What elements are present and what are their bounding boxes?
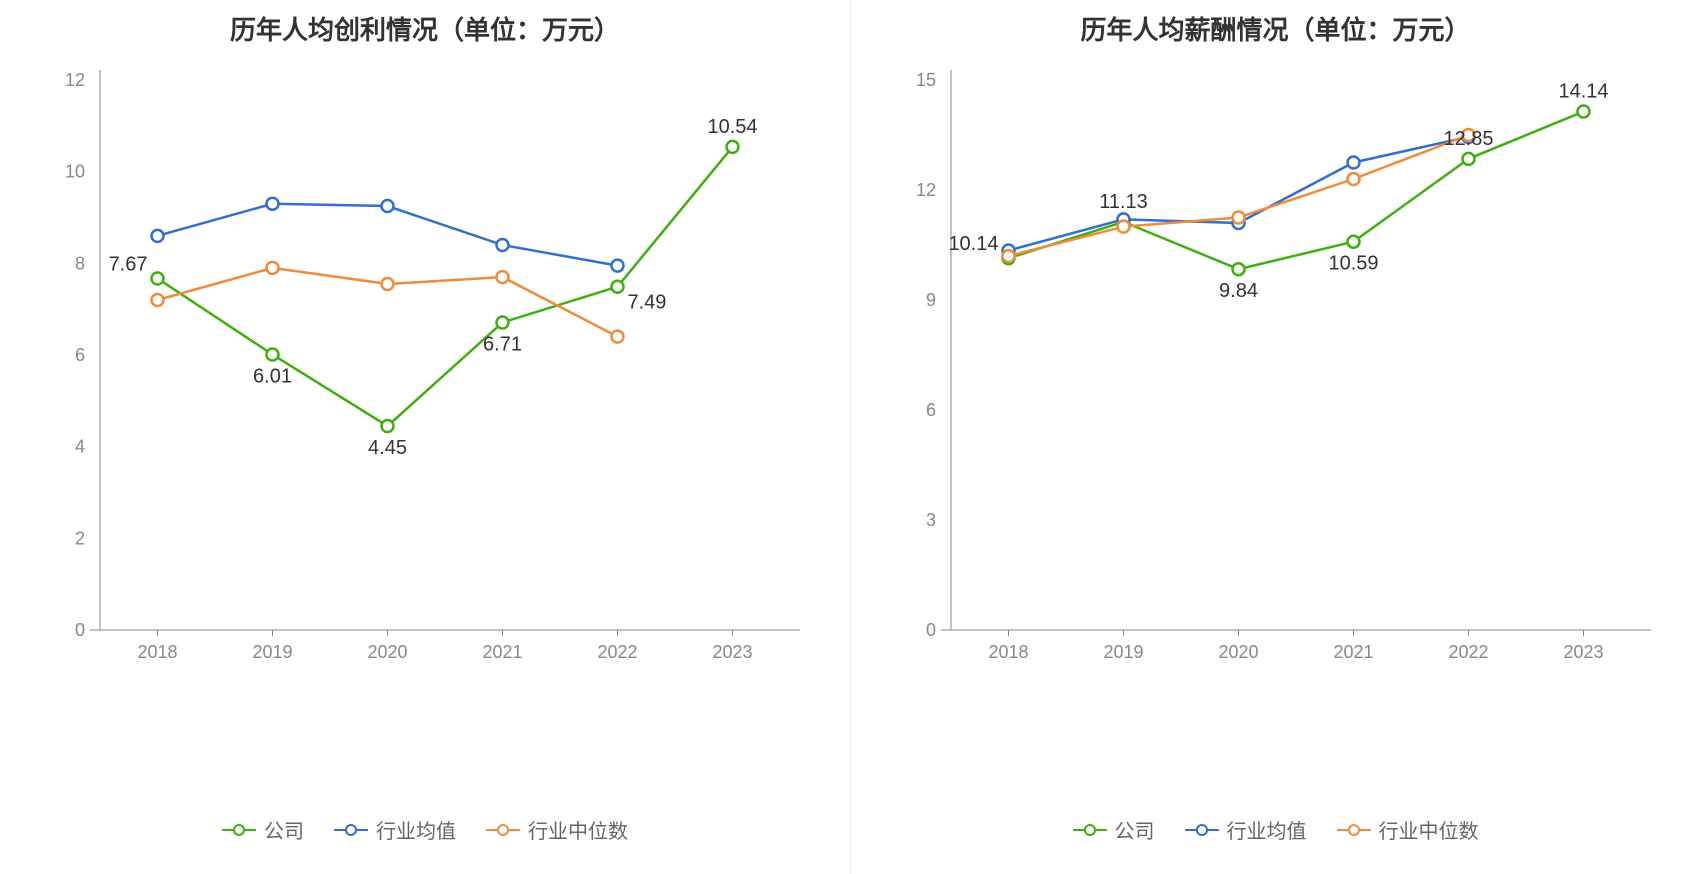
legend-marker-icon — [334, 823, 368, 837]
legend-label: 公司 — [264, 815, 304, 844]
y-tick-label: 0 — [75, 620, 85, 640]
legend-item-industry_avg[interactable]: 行业均值 — [1185, 815, 1307, 844]
series-marker-industry_median — [1348, 173, 1360, 185]
legend-item-company[interactable]: 公司 — [222, 815, 304, 844]
x-tick-label: 2022 — [597, 642, 637, 662]
series-marker-company — [727, 141, 739, 153]
legend-label: 行业均值 — [1227, 815, 1307, 844]
series-marker-industry_median — [152, 294, 164, 306]
legend-item-industry_avg[interactable]: 行业均值 — [334, 815, 456, 844]
x-tick-label: 2020 — [1218, 642, 1258, 662]
series-marker-industry_avg — [152, 230, 164, 242]
x-tick-label: 2023 — [1563, 642, 1603, 662]
y-tick-label: 6 — [926, 400, 936, 420]
legend-label: 行业中位数 — [528, 815, 628, 844]
series-marker-industry_avg — [497, 239, 509, 251]
chart-svg-profit: 0 2 4 6 8 10 12 2018 2019 2020 2021 2022 2023 7.67 6.0… — [0, 0, 850, 874]
charts-container: 历年人均创利情况（单位：万元） 024681012201820192020202… — [0, 0, 1700, 874]
series-marker-company — [152, 272, 164, 284]
series-marker-industry_avg — [382, 200, 394, 212]
legend-item-industry_median[interactable]: 行业中位数 — [1337, 815, 1479, 844]
chart-panel-profit: 历年人均创利情况（单位：万元） 024681012201820192020202… — [0, 0, 850, 874]
data-label: 6.71 — [483, 333, 522, 355]
y-tick-label: 8 — [75, 253, 85, 273]
series-marker-industry_median — [1233, 212, 1245, 224]
series-marker-industry_avg — [1348, 157, 1360, 169]
series-marker-company — [1348, 236, 1360, 248]
legend-salary: 公司 行业均值 行业中位数 — [851, 815, 1700, 844]
data-label: 12.85 — [1443, 128, 1493, 150]
series-line-company — [1009, 112, 1584, 270]
y-tick-label: 3 — [926, 510, 936, 530]
data-label: 7.49 — [628, 292, 667, 314]
series-marker-company — [497, 316, 509, 328]
series-marker-company — [1233, 263, 1245, 275]
data-label: 11.13 — [1099, 191, 1148, 213]
y-tick-label: 9 — [926, 290, 936, 310]
data-label: 10.59 — [1328, 253, 1378, 275]
legend-label: 公司 — [1115, 815, 1155, 844]
x-tick-label: 2023 — [712, 642, 752, 662]
series-marker-company — [382, 420, 394, 432]
data-label: 14.14 — [1558, 81, 1608, 103]
series-marker-company — [267, 349, 279, 361]
legend-label: 行业中位数 — [1379, 815, 1479, 844]
legend-profit: 公司 行业均值 行业中位数 — [0, 815, 850, 844]
y-tick-label: 12 — [65, 70, 85, 90]
legend-item-company[interactable]: 公司 — [1073, 815, 1155, 844]
x-tick-label: 2022 — [1448, 642, 1488, 662]
series-marker-company — [612, 281, 624, 293]
y-tick-label: 6 — [75, 345, 85, 365]
series-marker-industry_median — [1003, 250, 1015, 262]
data-label: 10.54 — [707, 116, 757, 138]
x-tick-label: 2021 — [1333, 642, 1373, 662]
series-marker-industry_median — [382, 278, 394, 290]
x-tick-label: 2018 — [988, 642, 1028, 662]
series-marker-industry_median — [612, 331, 624, 343]
legend-item-industry_median[interactable]: 行业中位数 — [486, 815, 628, 844]
series-marker-company — [1578, 106, 1590, 118]
x-tick-label: 2021 — [482, 642, 522, 662]
y-tick-label: 15 — [916, 70, 936, 90]
data-label: 7.67 — [109, 253, 148, 275]
x-tick-label: 2019 — [252, 642, 292, 662]
x-tick-label: 2020 — [367, 642, 407, 662]
series-line-company — [158, 147, 733, 426]
legend-marker-icon — [1185, 823, 1219, 837]
legend-label: 行业均值 — [376, 815, 456, 844]
y-tick-label: 2 — [75, 528, 85, 548]
data-label: 9.84 — [1219, 280, 1258, 302]
series-marker-company — [1463, 153, 1475, 165]
chart-svg-salary: 0 3 6 9 12 15 2018 2019 2020 2021 2022 2023 10.14 11.… — [851, 0, 1700, 874]
data-label: 6.01 — [253, 366, 292, 388]
series-marker-industry_median — [497, 271, 509, 283]
series-marker-industry_avg — [267, 198, 279, 210]
legend-marker-icon — [222, 823, 256, 837]
series-line-industry_avg — [1009, 137, 1469, 251]
y-tick-label: 4 — [75, 437, 85, 457]
legend-marker-icon — [486, 823, 520, 837]
data-label: 4.45 — [368, 437, 407, 459]
x-tick-label: 2018 — [137, 642, 177, 662]
legend-marker-icon — [1337, 823, 1371, 837]
y-tick-label: 12 — [916, 180, 936, 200]
data-label: 10.14 — [948, 233, 998, 255]
y-tick-label: 10 — [65, 162, 85, 182]
x-tick-label: 2019 — [1103, 642, 1143, 662]
series-marker-industry_median — [267, 262, 279, 274]
y-tick-label: 0 — [926, 620, 936, 640]
series-marker-industry_median — [1118, 221, 1130, 233]
series-marker-industry_avg — [612, 260, 624, 272]
legend-marker-icon — [1073, 823, 1107, 837]
chart-panel-salary: 历年人均薪酬情况（单位：万元） 036912152018201920202021… — [850, 0, 1700, 874]
